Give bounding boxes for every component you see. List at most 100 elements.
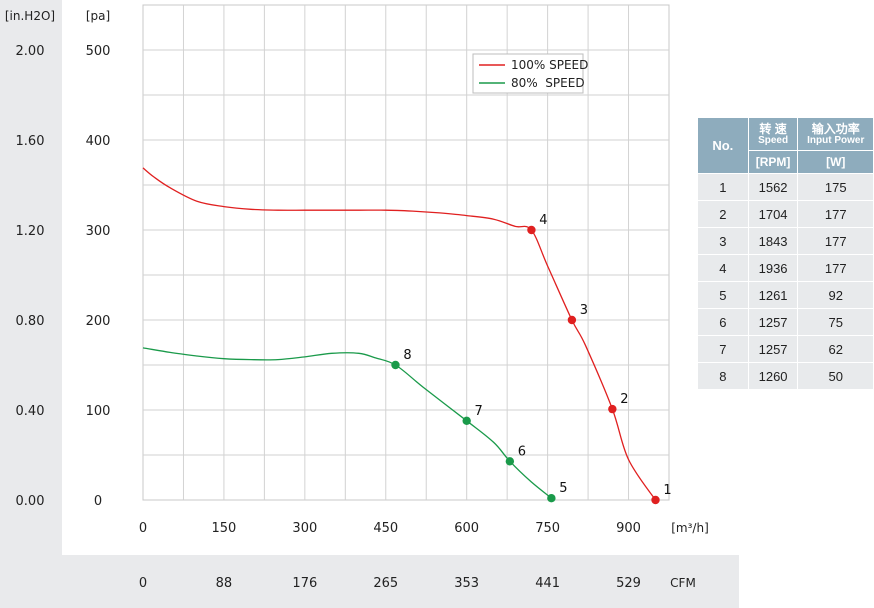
row-no: 1 — [697, 173, 749, 201]
y-tick-pa: 0 — [94, 494, 102, 509]
curve-layer — [142, 167, 657, 501]
y-tick-inh2o: 0.40 — [16, 404, 45, 419]
row-no: 4 — [697, 254, 749, 282]
table-row: 5 1261 92 — [697, 281, 874, 309]
table-row: 2 1704 177 — [697, 200, 874, 228]
marker-layer: 4 3 2 1 8 7 6 5 — [391, 213, 672, 505]
operating-point-7 — [462, 416, 471, 425]
y-tick-inh2o: 1.20 — [16, 224, 45, 239]
row-power: 62 — [797, 335, 874, 363]
x-tick: 300 — [292, 521, 317, 536]
bottom-axis-band — [0, 555, 739, 608]
y-tick-inh2o: 0.00 — [16, 494, 45, 509]
row-no: 3 — [697, 227, 749, 255]
legend-box — [472, 53, 584, 94]
row-power: 50 — [797, 362, 874, 390]
header-power-cn: 输入功率 — [811, 121, 860, 136]
table-row: 4 1936 177 — [697, 254, 874, 282]
x-tick: 150 — [212, 521, 237, 536]
performance-table: No. 转 速 Speed 输入功率 Input Power [RPM] [W]… — [697, 117, 874, 390]
point-label-1: 1 — [663, 483, 671, 498]
operating-point-3 — [567, 315, 577, 325]
x-tick: 0 — [139, 521, 147, 536]
series-line-100 — [142, 167, 657, 501]
x-unit: [m³/h] — [671, 521, 709, 535]
y-tick-pa: 200 — [86, 314, 111, 329]
row-no: 2 — [697, 200, 749, 228]
point-label-6: 6 — [518, 444, 526, 459]
table-body: 1 1562 175 2 1704 177 3 1843 177 4 1936 177 5 1261 92 6… — [697, 173, 874, 390]
table-row: 1 1562 175 — [697, 173, 874, 201]
y-tick-inh2o: 1.60 — [16, 134, 45, 149]
point-label-8: 8 — [403, 348, 411, 363]
left-axis-band — [0, 0, 62, 608]
operating-point-8 — [391, 360, 400, 370]
legend: 100% SPEED 80% SPEED — [472, 53, 588, 94]
legend-label: 80% SPEED — [511, 76, 585, 90]
x2-tick: 529 — [616, 576, 641, 591]
table-row: 8 1260 50 — [697, 362, 874, 390]
point-label-7: 7 — [475, 404, 483, 419]
y-tick-inh2o: 2.00 — [16, 44, 45, 59]
row-rpm: 1257 — [747, 308, 799, 336]
header-speed: 转 速 Speed — [747, 117, 799, 151]
y-tick-pa: 400 — [86, 134, 111, 149]
y-tick-inh2o: 0.80 — [16, 314, 45, 329]
y-left-unit: [in.H2O] — [5, 9, 55, 23]
header-w-unit: [W] — [797, 150, 874, 174]
x2-tick: 265 — [373, 576, 398, 591]
row-power: 177 — [797, 254, 874, 282]
row-power: 175 — [797, 173, 874, 201]
axis-labels: [in.H2O] [pa][m³/h]CFM01002003004005000.0… — [5, 9, 709, 591]
row-rpm: 1260 — [747, 362, 799, 390]
operating-point-6 — [505, 457, 515, 466]
table-row: 7 1257 62 — [697, 335, 874, 363]
x2-tick: 88 — [216, 576, 233, 591]
header-rpm-unit: [RPM] — [747, 150, 799, 174]
row-rpm: 1257 — [747, 335, 799, 363]
header-power-en: Input Power — [807, 134, 865, 146]
point-label-3: 3 — [580, 303, 588, 318]
table-row: 3 1843 177 — [697, 227, 874, 255]
header-speed-en: Speed — [758, 134, 789, 146]
operating-point-2 — [608, 404, 617, 414]
point-label-5: 5 — [559, 481, 567, 496]
x-tick: 900 — [616, 521, 641, 536]
x2-unit: CFM — [670, 576, 696, 590]
x-tick: 450 — [373, 521, 398, 536]
row-power: 177 — [797, 200, 874, 228]
header-power: 输入功率 Input Power — [797, 117, 874, 151]
row-rpm: 1704 — [747, 200, 799, 228]
row-no: 7 — [697, 335, 749, 363]
header-no: No. — [697, 117, 749, 174]
plot-area — [142, 4, 670, 501]
y-tick-pa: 300 — [86, 224, 111, 239]
row-no: 5 — [697, 281, 749, 309]
series-line-80 — [142, 347, 552, 499]
operating-point-4 — [527, 225, 536, 235]
row-rpm: 1936 — [747, 254, 799, 282]
row-rpm: 1261 — [747, 281, 799, 309]
legend-label: 100% SPEED — [511, 58, 588, 72]
point-label-4: 4 — [539, 213, 547, 228]
y-tick-pa: 100 — [86, 404, 111, 419]
x2-tick: 0 — [139, 576, 147, 591]
y-tick-pa: 500 — [86, 44, 111, 59]
operating-point-1 — [651, 495, 660, 505]
x-tick: 600 — [454, 521, 479, 536]
x2-tick: 353 — [454, 576, 479, 591]
row-rpm: 1562 — [747, 173, 799, 201]
row-no: 6 — [697, 308, 749, 336]
table-row: 6 1257 75 — [697, 308, 874, 336]
chart-grid — [142, 4, 670, 501]
row-rpm: 1843 — [747, 227, 799, 255]
point-label-2: 2 — [620, 392, 628, 407]
row-no: 8 — [697, 362, 749, 390]
operating-point-5 — [547, 494, 556, 503]
row-power: 92 — [797, 281, 874, 309]
x2-tick: 176 — [292, 576, 317, 591]
row-power: 75 — [797, 308, 874, 336]
row-power: 177 — [797, 227, 874, 255]
y-right-unit: [pa] — [86, 9, 110, 23]
